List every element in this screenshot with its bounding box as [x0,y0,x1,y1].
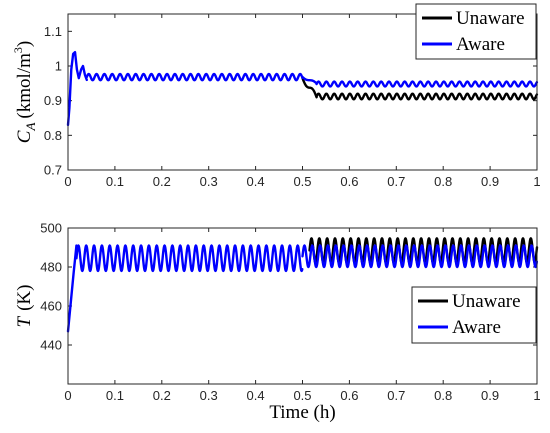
x-tick-label: 0.3 [200,174,218,189]
x-axis-label: Time (h) [269,402,335,423]
legend-label-unaware: Unaware [456,8,525,29]
x-tick-label: 0.8 [434,174,452,189]
x-tick-label: 0.4 [247,388,265,403]
y-tick-label: 440 [40,338,62,353]
bottom-legend: Unaware Aware [411,286,537,344]
top-tick-labels: 0 0.1 0.2 0.3 0.4 0.5 0.6 0.7 0.8 0.9 1 0.7 0.8 0.9 1 1… [44,24,541,189]
y-tick-label: 0.8 [44,128,62,143]
legend-label-aware: Aware [456,34,505,55]
series-unaware-line [301,76,318,99]
x-tick-label: 0.9 [481,388,499,403]
top-series [66,50,539,127]
legend-box [415,3,537,60]
series-unaware-line [315,92,539,101]
y-tick-label: 1 [55,59,62,74]
top-axes-box [67,13,538,171]
x-tick-label: 0.7 [387,388,405,403]
legend-box [411,286,537,344]
series-aware-line [85,72,304,82]
bottom-tick-labels: 0 0.1 0.2 0.3 0.4 0.5 0.6 0.7 0.8 0.9 1 440 460 480 50… [40,221,540,404]
y-tick-label: 1.1 [44,24,62,39]
x-tick-label: 0.3 [200,388,218,403]
y-tick-label: 460 [40,299,62,314]
x-tick-label: 0.7 [387,174,405,189]
x-tick-label: 0.5 [293,174,311,189]
x-tick-label: 0.9 [481,174,499,189]
series-aware-line [315,80,539,88]
bottom-y-axis-label: T(K) [14,285,35,328]
x-tick-label: 0.1 [106,388,124,403]
x-tick-label: 0.5 [293,388,311,403]
bottom-axes-box [67,227,538,385]
panel-temperature: 0 0.1 0.2 0.3 0.4 0.5 0.6 0.7 0.8 0.9 1 440 460 480 50… [14,221,541,424]
series-aware-line [301,75,318,85]
x-tick-label: 0.6 [340,388,358,403]
series-aware-line [66,50,88,127]
legend-label-aware: Aware [452,317,501,338]
series-aware-line [75,244,304,273]
x-tick-label: 1 [533,174,540,189]
y-tick-label: 0.7 [44,163,62,178]
series-aware-line [66,244,78,333]
panel-concentration: 0 0.1 0.2 0.3 0.4 0.5 0.6 0.7 0.8 0.9 1 0.7 0.8 0.9 1 1… [11,3,541,189]
y-tick-label: 500 [40,221,62,236]
x-tick-label: 0.6 [340,174,358,189]
series-aware-line [301,244,539,269]
x-tick-label: 0.8 [434,388,452,403]
top-legend: Unaware Aware [415,3,537,60]
x-tick-label: 0 [64,174,71,189]
top-y-axis-label: CA(kmol/m3) [11,41,38,143]
y-tick-label: 480 [40,260,62,275]
x-tick-label: 0.2 [153,174,171,189]
x-tick-label: 1 [533,388,540,403]
x-tick-label: 0 [64,388,71,403]
x-tick-label: 0.2 [153,388,171,403]
x-tick-label: 0.4 [247,174,265,189]
legend-label-unaware: Unaware [452,291,521,312]
x-tick-label: 0.1 [106,174,124,189]
bottom-series [66,237,539,333]
y-tick-label: 0.9 [44,93,62,108]
